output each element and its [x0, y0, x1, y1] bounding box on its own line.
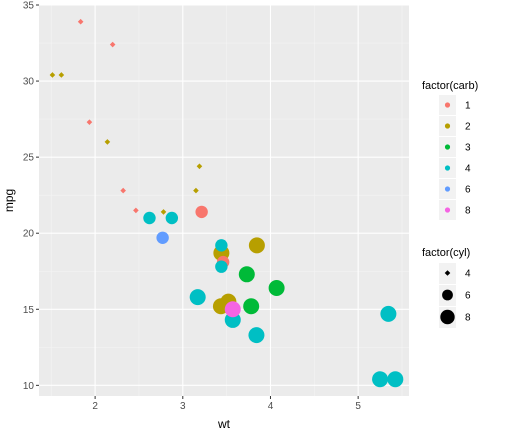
data-point — [156, 231, 169, 244]
y-tick-label: 10 — [23, 381, 35, 392]
legend-cyl-title: factor(cyl) — [422, 247, 470, 259]
y-axis-title: mpg — [2, 189, 16, 212]
legend-cyl: factor(cyl) 4 6 8 — [422, 247, 471, 328]
panel-background — [39, 5, 409, 396]
legend-color-swatch — [444, 207, 451, 213]
data-point — [248, 327, 265, 344]
legend-carb-title: factor(carb) — [422, 80, 478, 92]
y-tick-label: 25 — [23, 153, 35, 164]
legend-cyl-label: 8 — [465, 313, 471, 324]
data-point — [248, 237, 265, 254]
legend-color-swatch — [444, 144, 451, 150]
x-tick-label: 2 — [92, 401, 98, 412]
data-point — [224, 301, 241, 318]
data-point — [268, 279, 285, 296]
data-points — [49, 18, 404, 388]
data-point — [133, 207, 139, 214]
legend-color-swatch — [444, 123, 451, 129]
legend-carb-label: 2 — [465, 122, 471, 133]
data-point — [86, 119, 93, 125]
legend-size-swatch — [440, 309, 455, 325]
y-tick-label: 35 — [23, 1, 35, 12]
legend-size-swatch — [442, 289, 453, 301]
legend-carb: factor(carb) 1 2 3 4 6 8 — [422, 80, 478, 220]
data-point — [165, 211, 179, 225]
data-point — [143, 211, 156, 225]
data-point — [387, 371, 404, 388]
legend-color-swatch — [444, 165, 451, 171]
data-point — [77, 18, 84, 25]
legend-carb-label: 3 — [465, 143, 471, 154]
data-point — [109, 41, 116, 48]
legend-cyl-label: 4 — [465, 269, 471, 280]
y-tick-label: 15 — [23, 305, 35, 316]
major-gridlines — [39, 4, 409, 396]
y-tick-label: 30 — [23, 77, 35, 88]
data-point — [196, 163, 203, 170]
legend-carb-label: 8 — [465, 206, 471, 217]
minor-gridlines — [39, 5, 409, 396]
data-point — [104, 139, 111, 145]
x-axis-title: wt — [217, 417, 231, 431]
data-point — [189, 289, 206, 306]
data-point — [193, 187, 199, 194]
data-point — [215, 239, 228, 252]
data-point — [195, 205, 208, 219]
data-point — [243, 298, 260, 315]
data-point — [238, 266, 255, 283]
legend-size-swatch — [444, 270, 451, 276]
y-axis: 10 15 20 25 30 35 — [23, 1, 39, 392]
legend-carb-label: 1 — [465, 101, 471, 112]
x-tick-label: 3 — [180, 401, 186, 412]
x-axis: 2 3 4 5 — [92, 396, 361, 412]
data-point — [120, 187, 126, 194]
legend-color-swatch — [444, 102, 451, 108]
data-point — [372, 371, 389, 388]
data-point — [380, 305, 397, 322]
data-point — [58, 72, 65, 78]
legend-color-swatch — [444, 186, 451, 192]
plot-panel — [39, 4, 409, 396]
y-tick-label: 20 — [23, 229, 35, 240]
data-point — [160, 209, 167, 215]
legend-carb-label: 6 — [465, 185, 471, 196]
x-tick-label: 5 — [355, 401, 361, 412]
legend-cyl-label: 6 — [465, 291, 471, 302]
legend-carb-label: 4 — [465, 164, 471, 175]
data-point — [215, 260, 228, 273]
data-point — [49, 72, 56, 78]
x-tick-label: 4 — [268, 401, 274, 412]
